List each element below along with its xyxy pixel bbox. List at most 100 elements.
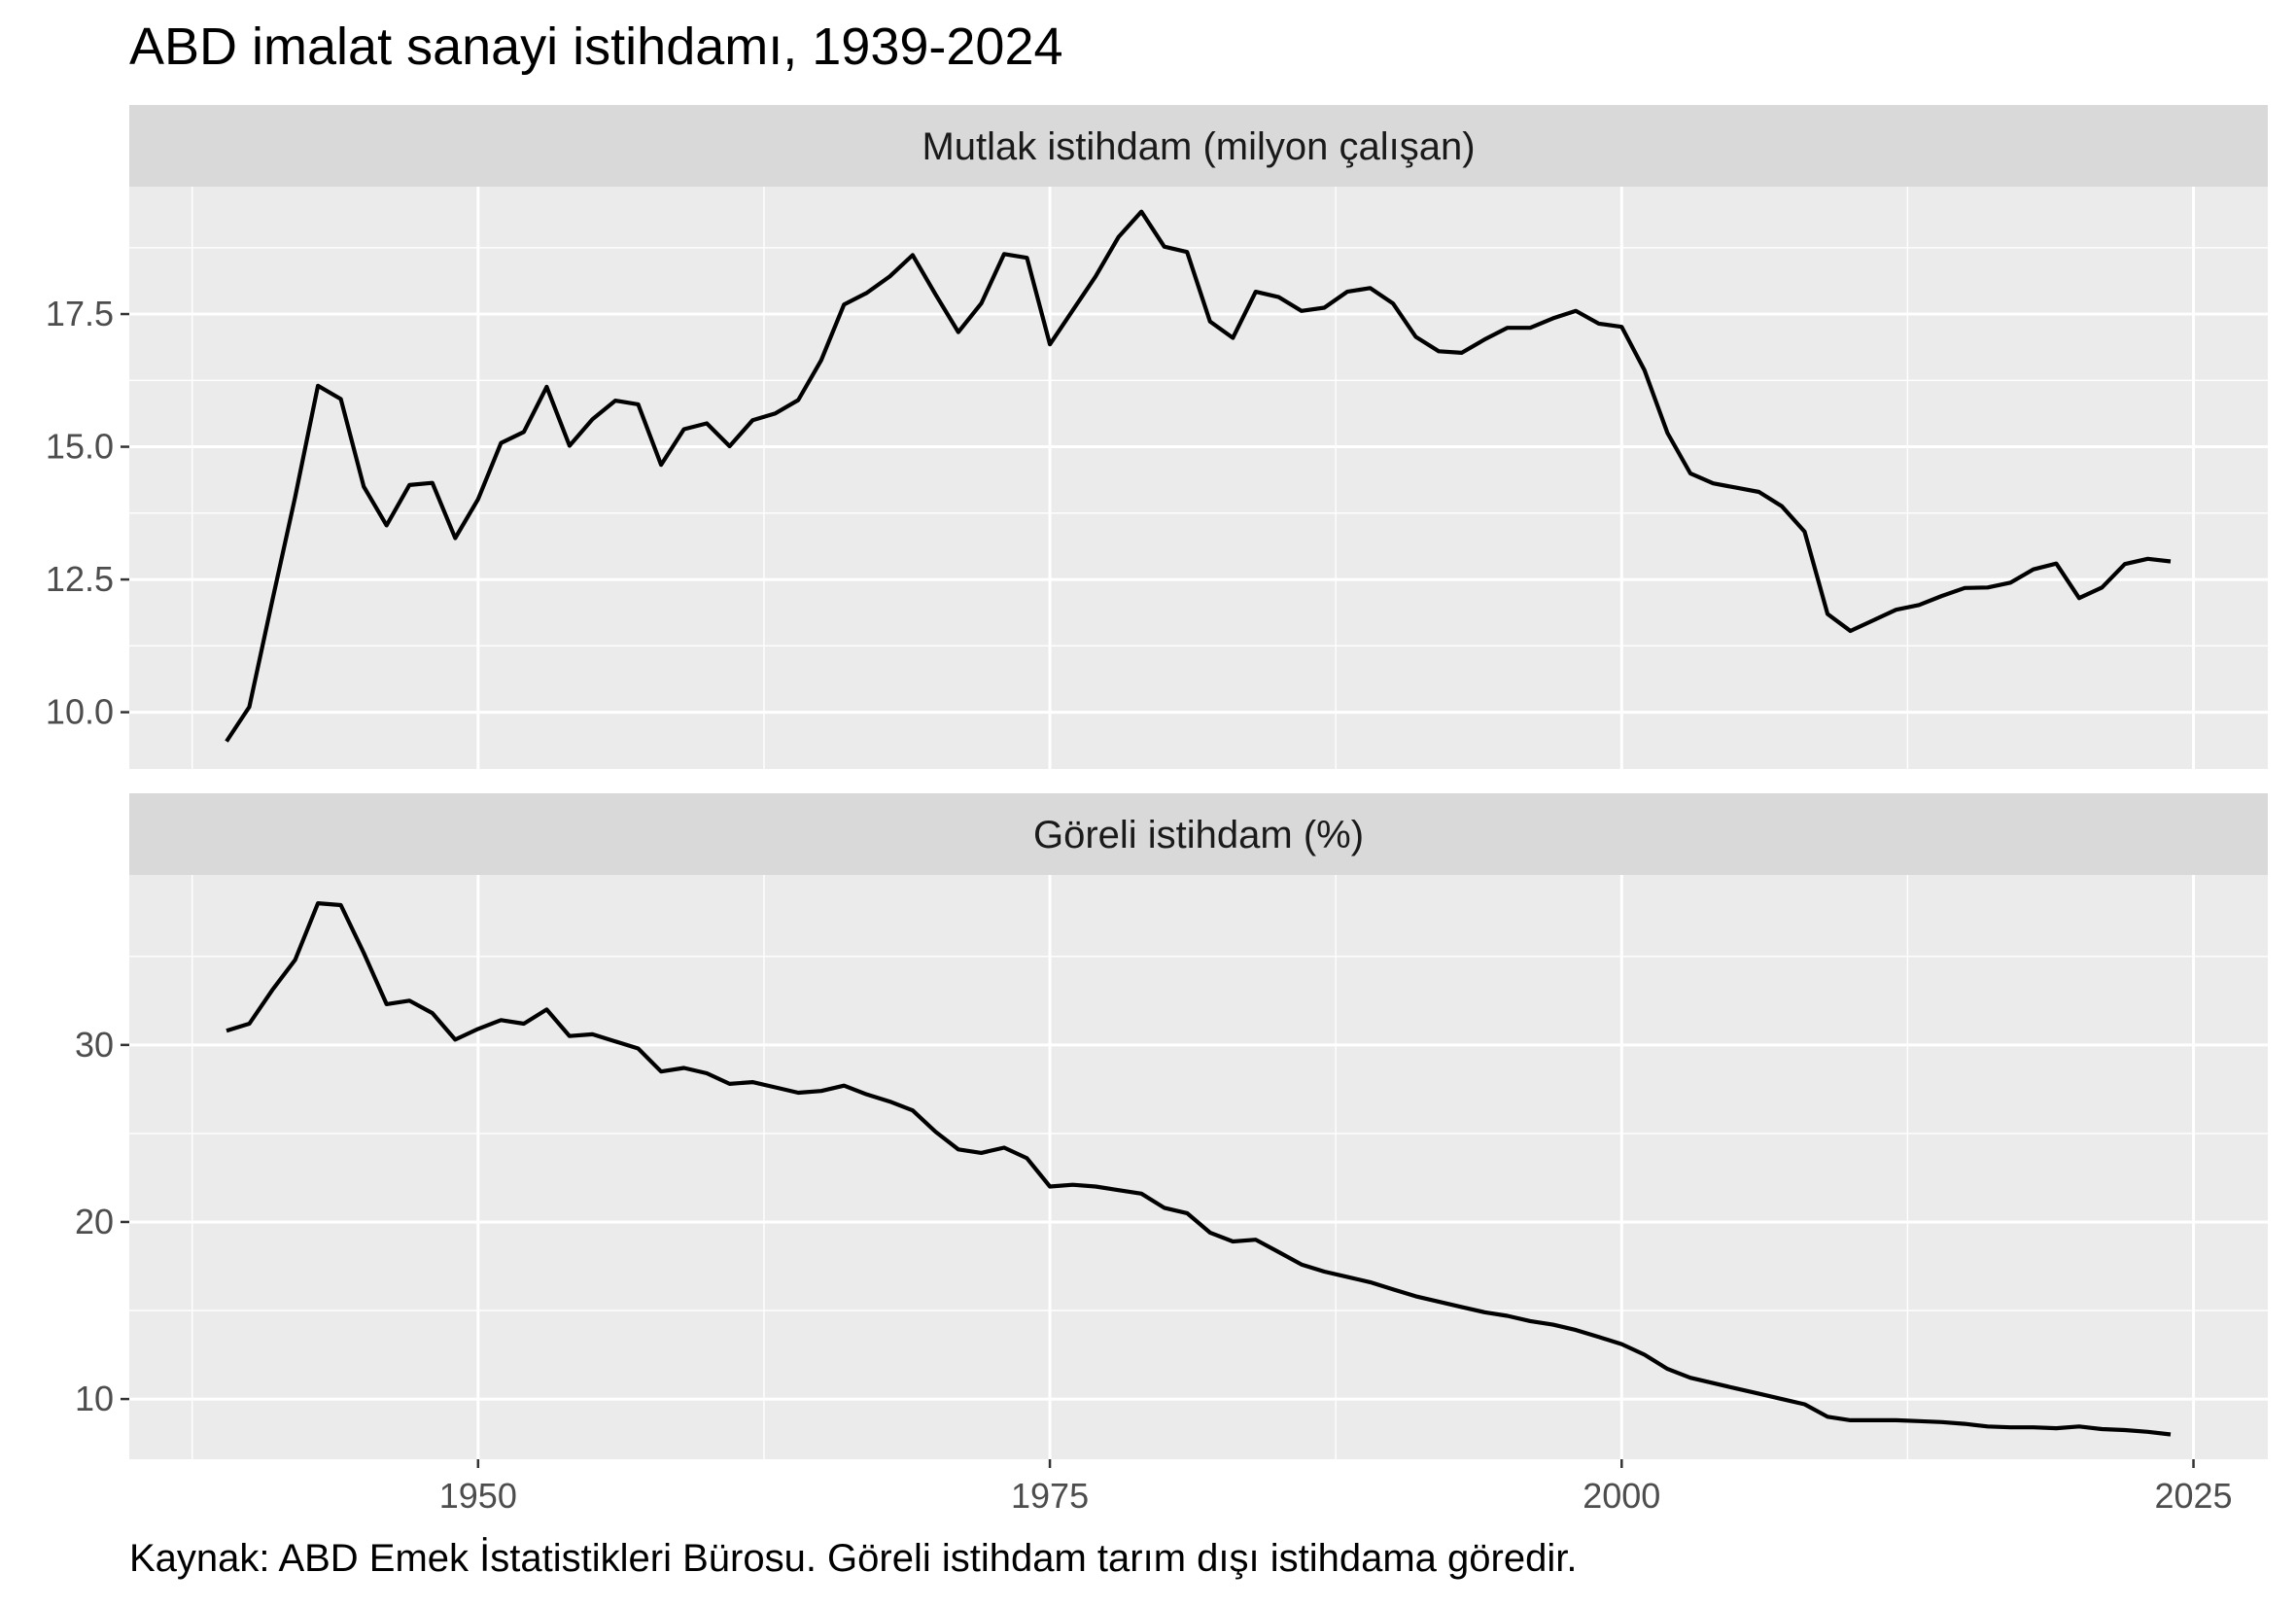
series-line xyxy=(226,900,2172,1437)
data-point xyxy=(1185,250,1189,254)
data-point xyxy=(1528,1319,1532,1323)
data-point xyxy=(1986,585,1990,589)
data-point xyxy=(1322,305,1326,309)
data-point xyxy=(1300,1263,1304,1267)
data-point xyxy=(933,293,937,297)
data-point xyxy=(933,1130,937,1134)
data-point xyxy=(659,463,663,467)
data-point xyxy=(979,301,983,305)
panel-background xyxy=(129,187,2268,769)
data-point xyxy=(1208,320,1212,324)
data-point xyxy=(1780,505,1784,508)
data-point xyxy=(544,1007,548,1011)
data-point xyxy=(1688,472,1692,475)
data-point xyxy=(1163,245,1166,249)
data-point xyxy=(1231,1240,1235,1243)
data-point xyxy=(362,485,365,489)
data-point xyxy=(1917,603,1921,607)
data-point xyxy=(1940,594,1944,598)
data-point xyxy=(2077,1424,2081,1428)
data-point xyxy=(1322,1270,1326,1274)
data-point xyxy=(1849,1418,1853,1422)
data-point xyxy=(1826,612,1829,616)
data-point xyxy=(1711,1381,1715,1385)
data-point xyxy=(1117,1188,1121,1192)
data-point xyxy=(590,1032,594,1036)
data-point xyxy=(2032,568,2035,572)
data-point xyxy=(1665,431,1669,435)
y-tick-label: 10.0 xyxy=(46,692,114,732)
data-point xyxy=(1643,1353,1647,1357)
data-point xyxy=(1071,308,1075,312)
data-point xyxy=(2123,562,2127,566)
data-point xyxy=(682,428,686,432)
data-point xyxy=(1300,309,1304,313)
y-tick-label: 12.5 xyxy=(46,559,114,599)
data-point xyxy=(568,1034,572,1038)
facet-strip-label: Göreli istihdam (%) xyxy=(1033,814,1364,856)
data-point xyxy=(1803,530,1807,534)
data-point xyxy=(682,1066,686,1070)
data-point xyxy=(750,1080,754,1084)
data-point xyxy=(1139,1192,1143,1196)
data-point xyxy=(522,430,526,434)
data-point xyxy=(2169,1433,2173,1437)
data-point xyxy=(270,599,274,603)
data-point xyxy=(796,1091,800,1095)
data-point xyxy=(248,1022,252,1026)
data-point xyxy=(1940,1420,1944,1424)
data-point xyxy=(294,958,297,961)
data-point xyxy=(1871,1418,1875,1422)
data-point xyxy=(316,384,320,388)
data-point xyxy=(1963,586,1966,590)
data-point xyxy=(1963,1422,1966,1426)
data-point xyxy=(1849,629,1853,633)
data-point xyxy=(1276,1250,1280,1254)
data-point xyxy=(225,1029,228,1032)
data-point xyxy=(1619,325,1623,329)
data-point xyxy=(1528,326,1532,330)
data-point xyxy=(1368,1280,1372,1284)
chart-title: ABD imalat sanayi istihdamı, 1939-2024 xyxy=(129,17,1063,76)
chart-caption: Kaynak: ABD Emek İstatistikleri Bürosu. … xyxy=(129,1536,1577,1580)
data-point xyxy=(659,1069,663,1073)
data-point xyxy=(1437,1300,1441,1304)
data-point xyxy=(476,498,480,502)
data-point xyxy=(1619,1343,1623,1346)
data-point xyxy=(2100,585,2104,589)
data-point xyxy=(2145,1430,2149,1434)
data-point xyxy=(1391,1287,1395,1291)
panel-absolute-employment: Mutlak istihdam (milyon çalışan) 10.0 12.5… xyxy=(46,105,2268,769)
data-point xyxy=(1345,290,1349,294)
data-point xyxy=(2100,1427,2104,1431)
panel-background xyxy=(129,875,2268,1459)
data-point xyxy=(499,1018,503,1022)
data-point xyxy=(1117,235,1121,239)
facet-strip xyxy=(129,105,2268,187)
data-point xyxy=(568,443,572,447)
data-point xyxy=(2054,562,2058,566)
data-point xyxy=(248,705,252,709)
data-point xyxy=(1506,326,1510,330)
data-point xyxy=(1414,1294,1418,1298)
data-point xyxy=(385,1002,389,1006)
data-point xyxy=(339,903,343,907)
facet-strip-label: Mutlak istihdam (milyon çalışan) xyxy=(922,125,1475,168)
data-point xyxy=(1574,1328,1578,1332)
data-point xyxy=(819,1089,823,1093)
data-point xyxy=(637,1046,641,1050)
data-point xyxy=(1826,1415,1829,1418)
panel-relative-employment: Göreli istihdam (%) 10 20 30 1950 1975 2000 202… xyxy=(75,793,2268,1516)
data-point xyxy=(750,418,754,422)
data-point xyxy=(1482,1310,1486,1314)
data-point xyxy=(1208,1231,1212,1235)
y-tick-label: 10 xyxy=(75,1379,114,1418)
y-tick-label: 15.0 xyxy=(46,427,114,467)
data-point xyxy=(1574,309,1578,313)
data-point xyxy=(842,302,846,306)
series-line xyxy=(225,209,2172,743)
data-point xyxy=(476,1027,480,1031)
data-point xyxy=(407,998,411,1002)
data-point xyxy=(613,399,617,402)
data-point xyxy=(1276,296,1280,299)
